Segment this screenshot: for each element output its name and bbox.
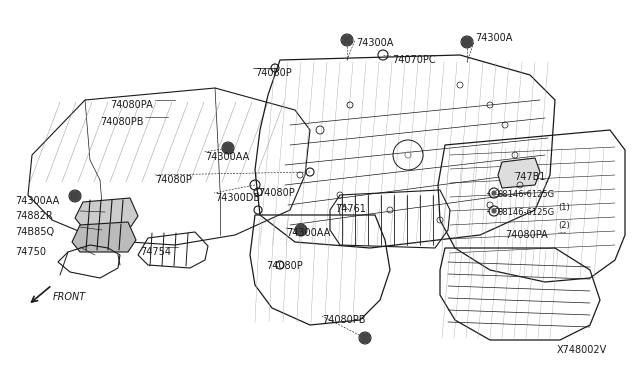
Text: 08146-6125G: 08146-6125G	[498, 190, 555, 199]
Text: 747B1: 747B1	[514, 172, 545, 182]
Text: 08146-6125G: 08146-6125G	[498, 208, 555, 217]
Text: 74080PB: 74080PB	[100, 117, 143, 127]
Text: 74080P: 74080P	[255, 68, 292, 78]
Text: (2): (2)	[558, 221, 570, 230]
Circle shape	[360, 333, 370, 343]
Text: 74080P: 74080P	[155, 175, 192, 185]
Text: 74300A: 74300A	[475, 33, 513, 43]
Text: X748002V: X748002V	[557, 345, 607, 355]
Text: FRONT: FRONT	[53, 292, 86, 302]
Circle shape	[492, 191, 496, 195]
Text: 74080PA: 74080PA	[505, 230, 548, 240]
Text: 74300A: 74300A	[356, 38, 394, 48]
Text: 74882R: 74882R	[15, 211, 52, 221]
Text: (1): (1)	[558, 203, 570, 212]
Circle shape	[492, 209, 496, 213]
Text: 74080P: 74080P	[266, 261, 303, 271]
Circle shape	[70, 191, 80, 201]
Text: 74080PA: 74080PA	[110, 100, 153, 110]
Polygon shape	[75, 198, 138, 228]
Text: 74750: 74750	[15, 247, 46, 257]
Text: 74754: 74754	[140, 247, 171, 257]
Circle shape	[342, 35, 352, 45]
Text: 74300AA: 74300AA	[15, 196, 60, 206]
Text: 74300AA: 74300AA	[286, 228, 330, 238]
Text: 74300AA: 74300AA	[205, 152, 249, 162]
Text: 74B85Q: 74B85Q	[15, 227, 54, 237]
Text: 74070PC: 74070PC	[392, 55, 436, 65]
Text: 74080PB: 74080PB	[322, 315, 365, 325]
Polygon shape	[72, 222, 136, 252]
Text: 74761: 74761	[335, 204, 366, 214]
Circle shape	[462, 37, 472, 47]
Circle shape	[296, 225, 306, 235]
Text: 74080P: 74080P	[258, 188, 295, 198]
Text: 74300DB: 74300DB	[215, 193, 260, 203]
Circle shape	[223, 143, 233, 153]
Polygon shape	[498, 158, 540, 188]
